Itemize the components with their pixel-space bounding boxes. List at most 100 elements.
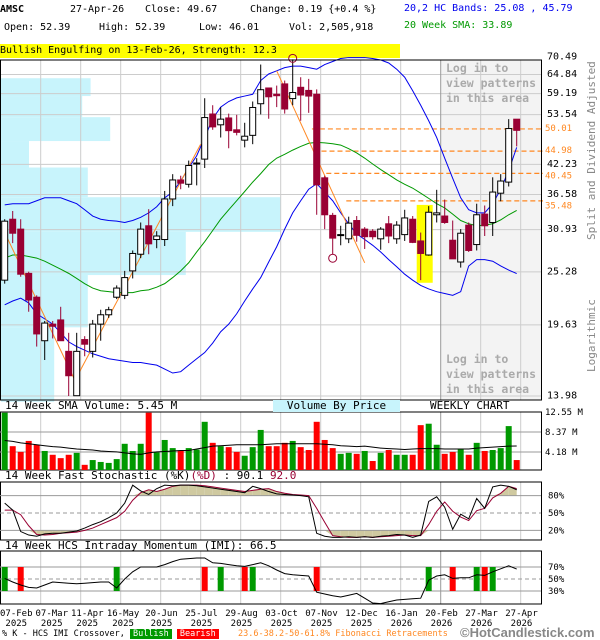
sma-value: 20 Week SMA: 33.89 <box>404 20 513 31</box>
candle-down <box>329 214 337 239</box>
candle-down <box>273 93 281 97</box>
date-tick-label: 20-Jun <box>145 609 178 619</box>
price-tick-label: 19.63 <box>547 319 577 330</box>
locked-text-line: in this area <box>446 382 530 396</box>
date-tick-label: 07-Mar <box>36 609 69 619</box>
candle-up <box>337 234 345 237</box>
volume-bar <box>25 440 32 470</box>
volume-bar <box>353 453 360 470</box>
adjusted-label: Split and Dividend Adjusted <box>585 61 598 240</box>
volume-by-price-bar <box>1 167 88 198</box>
stochastic-tick-label: 50% <box>548 509 565 519</box>
stochastic-k-label: 14 Week Fast Stochastic (%K) <box>5 469 191 482</box>
date-tick-year: 2025 <box>112 619 134 629</box>
volume-bar <box>505 426 512 470</box>
candle-up <box>425 211 433 256</box>
candle-down <box>305 89 313 97</box>
copyright-link[interactable]: ©HotCandlestick.com <box>460 625 595 640</box>
date-tick-year: 2026 <box>431 619 453 629</box>
price-tick-label: 25.28 <box>547 266 577 277</box>
volume-bar <box>441 453 448 470</box>
stochastic-extreme-fill <box>364 530 373 538</box>
candle-down <box>177 179 185 184</box>
locked-text-line: view patterns <box>446 76 537 90</box>
volume-by-price-bar <box>1 141 29 168</box>
imi-tick-label: 70% <box>548 563 565 573</box>
candle-down <box>145 225 153 245</box>
date-tick-label: 29-Aug <box>225 609 258 619</box>
volume-bar <box>417 425 424 470</box>
imi-tick-label: 50% <box>548 575 565 585</box>
date-tick-label: 25-Jul <box>185 609 218 619</box>
candle-down <box>233 129 241 133</box>
candle-up <box>97 314 105 325</box>
volume-bar <box>449 451 456 470</box>
candle-down <box>209 113 217 128</box>
candle-down <box>385 223 393 237</box>
candle-down <box>313 93 321 186</box>
volume-bar <box>145 412 152 470</box>
date-tick-year: 2025 <box>311 619 333 629</box>
candle-up <box>497 180 505 194</box>
locked-patterns-notice-top[interactable]: Log in to view patterns in this area <box>446 61 536 106</box>
volume-bar <box>233 451 240 470</box>
candle-down <box>353 220 361 236</box>
fibonacci-label: 35.48 <box>545 201 572 211</box>
candle-up <box>201 117 209 160</box>
volume-bar <box>73 452 80 470</box>
candle-up <box>401 217 409 236</box>
volume-bar <box>321 439 328 470</box>
date-tick-label: 27-Mar <box>465 609 498 619</box>
panel-frame <box>0 550 542 605</box>
crossover-bullish-bar <box>113 567 120 591</box>
volume-bar <box>257 429 264 470</box>
stochastic-extreme-fill <box>172 485 181 496</box>
stochastic-d-line <box>4 484 517 538</box>
candle-up <box>1 220 9 281</box>
volume-bar <box>305 450 312 470</box>
pattern-banner[interactable]: Bullish Engulfing on 13-Feb-26, Strength… <box>0 44 400 58</box>
candle-up <box>185 164 193 185</box>
candle-down <box>25 272 33 301</box>
sma-line <box>4 141 517 294</box>
volume-bar <box>209 442 216 470</box>
candle-down <box>33 296 41 335</box>
stochastic-extreme-fill <box>28 530 37 535</box>
volume-bar <box>97 461 104 470</box>
date-tick-label: 12-Dec <box>345 609 378 619</box>
date-tick-label: 27-Apr <box>505 609 538 619</box>
candle-down <box>65 350 73 377</box>
locked-text-line: Log in to <box>446 61 509 75</box>
candle-down <box>321 177 329 216</box>
volume-bar <box>105 462 112 470</box>
volume-bar <box>249 447 256 470</box>
candle-up <box>153 235 161 241</box>
candle-down <box>281 83 289 110</box>
scale-label: Logarithmic <box>585 299 598 372</box>
candle-down <box>225 117 233 132</box>
volume-bar <box>489 450 496 470</box>
volume-bar <box>17 451 24 470</box>
volume-by-price-label: Volume By Price <box>273 400 400 412</box>
volume-bar <box>241 455 248 470</box>
locked-patterns-notice-bottom[interactable]: Log in to view patterns in this area <box>446 352 536 397</box>
volume-bar <box>481 450 488 470</box>
crossover-bearish-bar <box>241 567 248 591</box>
locked-text-line: Log in to <box>446 352 509 366</box>
candle-down <box>481 213 489 227</box>
volume-bar <box>177 450 184 470</box>
date-tick-year: 2025 <box>76 619 98 629</box>
candle-up <box>161 198 169 241</box>
volume-bar <box>401 454 408 470</box>
date-tick-year: 2025 <box>5 619 27 629</box>
volume-bar <box>513 460 520 470</box>
volume-bar <box>9 446 16 470</box>
candle-up <box>41 322 49 342</box>
volume-bar <box>153 452 160 470</box>
price-tick-label: 36.58 <box>547 189 577 200</box>
volume-by-price-bar <box>1 96 83 118</box>
date-tick-year: 2025 <box>41 619 63 629</box>
volume-tick-label: 8.37 M <box>545 428 578 438</box>
close-value: Close: 49.67 <box>145 4 218 15</box>
candle-down <box>265 87 273 98</box>
